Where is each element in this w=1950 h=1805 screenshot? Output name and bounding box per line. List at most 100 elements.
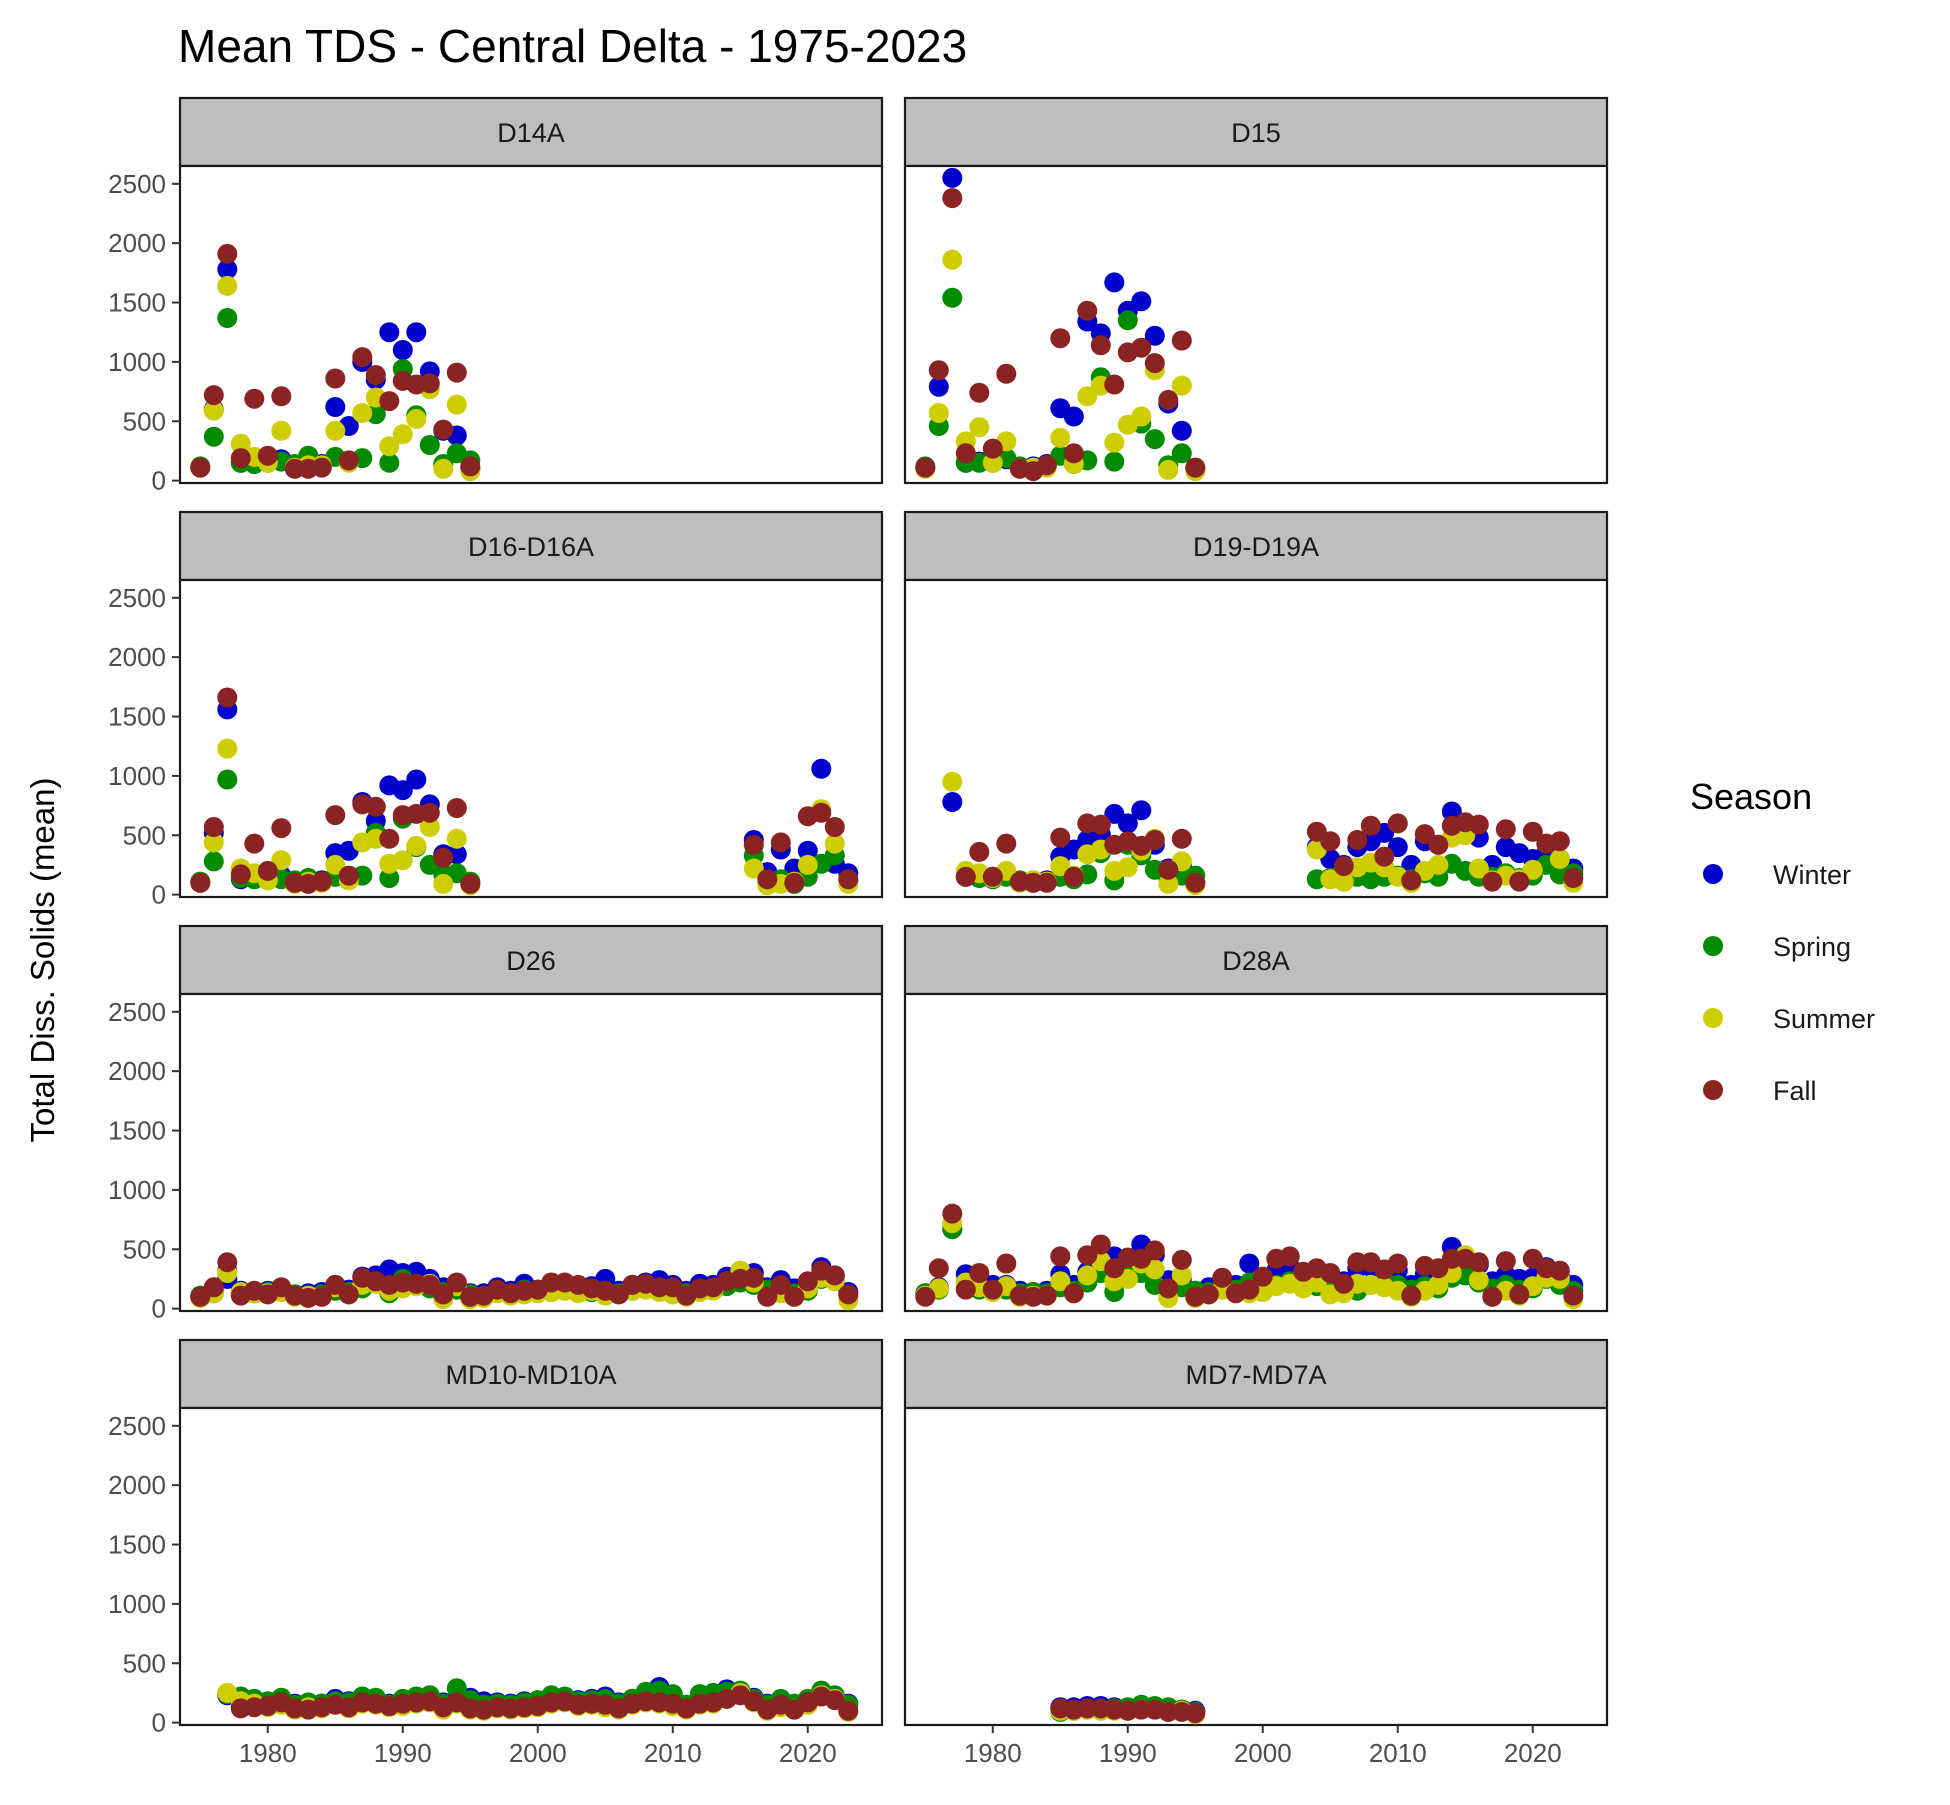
point-spring — [1171, 443, 1192, 464]
point-fall — [743, 834, 764, 855]
y-tick-label: 1500 — [108, 1530, 166, 1560]
point-summer — [271, 850, 292, 871]
point-summer — [928, 403, 949, 423]
point-summer — [217, 738, 238, 759]
panel-strip-label: D28A — [1222, 946, 1290, 976]
point-fall — [757, 869, 778, 890]
point-fall — [244, 833, 265, 854]
point-fall — [1171, 1249, 1192, 1270]
point-fall — [433, 847, 454, 868]
point-fall — [824, 817, 845, 837]
point-summer — [352, 403, 373, 423]
point-fall — [955, 866, 976, 887]
panel-strip-label: MD7-MD7A — [1185, 1360, 1326, 1390]
point-fall — [743, 1267, 764, 1288]
legend-label-spring: Spring — [1773, 932, 1851, 962]
point-fall — [982, 438, 1003, 459]
point-fall — [1090, 335, 1111, 356]
point-summer — [1522, 859, 1543, 880]
point-fall — [824, 1265, 845, 1286]
panel-plot-area — [178, 164, 884, 485]
point-fall — [838, 869, 859, 890]
panel-strip-label: D14A — [497, 118, 565, 148]
panel-strip-label: D16-D16A — [468, 532, 594, 562]
point-fall — [379, 828, 400, 849]
y-tick-label: 2500 — [108, 1411, 166, 1441]
point-winter — [1171, 420, 1192, 441]
point-fall — [1144, 1240, 1165, 1261]
panel-strip-label: D26 — [506, 946, 556, 976]
point-fall — [928, 360, 949, 381]
point-fall — [1549, 1260, 1570, 1281]
point-winter — [1131, 800, 1152, 821]
chart-title: Mean TDS - Central Delta - 1975-2023 — [178, 20, 967, 72]
point-fall — [1401, 870, 1422, 891]
point-fall — [1468, 814, 1489, 835]
y-tick-label: 1500 — [108, 1116, 166, 1146]
panel-strip — [903, 96, 1609, 168]
y-tick-label: 2500 — [108, 583, 166, 613]
point-summer — [1117, 1268, 1138, 1289]
point-fall — [969, 382, 990, 403]
point-fall — [1158, 859, 1179, 880]
point-fall — [217, 1252, 238, 1273]
point-fall — [446, 798, 467, 818]
point-fall — [203, 1277, 224, 1298]
point-fall — [1212, 1267, 1233, 1288]
point-fall — [217, 687, 238, 708]
panel-strip-label: D15 — [1231, 118, 1281, 148]
y-tick-label: 1500 — [108, 702, 166, 732]
point-fall — [784, 1286, 805, 1307]
point-fall — [1198, 1284, 1219, 1305]
point-summer — [1158, 459, 1179, 480]
point-spring — [379, 452, 400, 473]
point-fall — [1509, 1284, 1530, 1305]
point-winter — [942, 792, 963, 812]
point-summer — [271, 420, 292, 441]
point-fall — [1333, 1273, 1354, 1294]
point-fall — [446, 362, 467, 383]
point-summer — [446, 394, 467, 415]
point-fall — [257, 445, 278, 466]
panels-layer: D14A 0 500 1000 1500 2000 2500 D15 D16-D16A 0 500 1… — [108, 96, 1609, 1768]
x-tick-label: 2020 — [1504, 1738, 1562, 1768]
point-winter — [1063, 406, 1084, 427]
point-fall — [1279, 1246, 1300, 1267]
y-tick-label: 2500 — [108, 169, 166, 199]
point-fall — [338, 450, 359, 471]
point-summer — [446, 828, 467, 849]
point-fall — [1482, 1286, 1503, 1307]
y-tick-label: 1000 — [108, 761, 166, 791]
point-summer — [797, 854, 818, 875]
panel-strip — [903, 510, 1609, 582]
point-fall — [311, 1286, 332, 1307]
point-summer — [1468, 858, 1489, 879]
point-fall — [325, 805, 346, 826]
point-fall — [1549, 831, 1570, 852]
point-summer — [433, 873, 454, 894]
point-summer — [942, 249, 963, 270]
panel-d19-d19a: D19-D19A — [903, 510, 1609, 899]
y-tick-label: 2000 — [108, 642, 166, 672]
point-fall — [838, 1700, 859, 1721]
point-fall — [230, 448, 251, 469]
point-fall — [419, 373, 440, 394]
legend-label-winter: Winter — [1773, 860, 1851, 890]
point-fall — [928, 1258, 949, 1279]
point-fall — [1495, 819, 1516, 840]
x-tick-label: 1990 — [374, 1738, 432, 1768]
panel-strip-label: MD10-MD10A — [445, 1360, 616, 1390]
panel-plot-area — [178, 578, 884, 899]
point-fall — [311, 871, 332, 892]
point-fall — [379, 391, 400, 412]
point-spring — [203, 426, 224, 447]
legend-label-fall: Fall — [1773, 1076, 1817, 1106]
point-fall — [811, 802, 832, 823]
point-fall — [838, 1284, 859, 1305]
legend-key-spring — [1703, 936, 1723, 956]
point-fall — [230, 864, 251, 885]
point-fall — [1522, 821, 1543, 842]
point-fall — [784, 872, 805, 893]
x-tick-label: 2000 — [509, 1738, 567, 1768]
point-summer — [1117, 857, 1138, 878]
